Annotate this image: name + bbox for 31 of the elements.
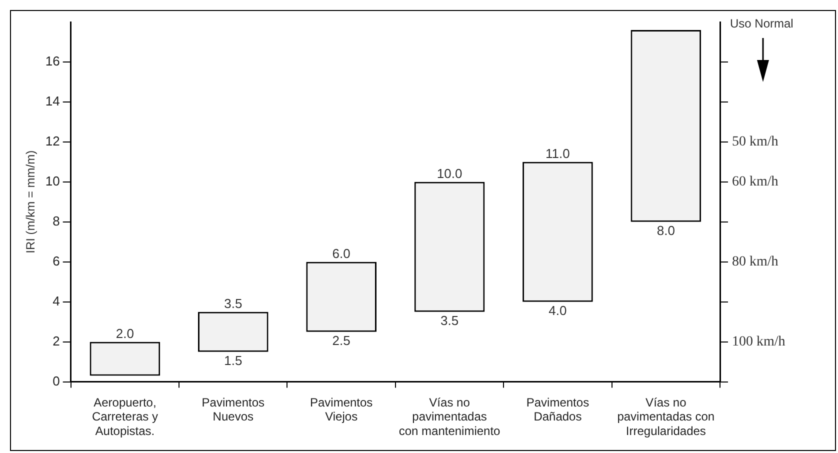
y-tick-label: 8	[52, 213, 60, 228]
annotation: 3.5	[440, 312, 459, 328]
annotation: 2.5	[332, 332, 350, 348]
y-tick-label: 6	[52, 253, 60, 268]
y-tick-label: 2	[52, 333, 60, 348]
annotation: 10.0	[436, 166, 462, 181]
x-tick-label: Pavimentos Dañados	[526, 395, 590, 424]
text: Uso Normal	[730, 16, 794, 30]
y-tick-label: 16	[45, 54, 60, 69]
text: 100 km/h	[732, 334, 786, 350]
text: 50 km/h	[732, 134, 778, 150]
y-tick-label: 4	[52, 293, 60, 308]
annotation: 11.0	[546, 146, 570, 161]
x-tick-label: Vías no pavimentadas con mantenimiento	[398, 395, 501, 438]
annotation: 2.0	[116, 326, 134, 341]
y-tick-label: 12	[45, 134, 60, 149]
x-tick-label: Pavimentos Viejos	[310, 395, 373, 424]
annotation: 4.0	[548, 302, 567, 318]
x-tick-label: Pavimentos Nuevos	[202, 395, 264, 424]
annotation: 1.5	[224, 352, 242, 368]
text: 80 km/h	[732, 254, 778, 270]
text: 60 km/h	[732, 174, 778, 190]
annotation: 8.0	[656, 222, 675, 238]
y-tick-label: 0	[52, 373, 60, 388]
y-axis-title: IRI (m/km = mm/m)	[24, 150, 38, 254]
annotation: 3.5	[224, 296, 242, 311]
y-tick-label: 14	[45, 94, 60, 109]
x-tick-label: Vías no pavimentadas con Irregularidades	[617, 395, 715, 438]
x-tick-label: Aeropuerto, Carreteras y Autopistas.	[92, 395, 158, 438]
y-tick-label: 10	[45, 173, 60, 188]
annotation: 6.0	[332, 246, 350, 261]
